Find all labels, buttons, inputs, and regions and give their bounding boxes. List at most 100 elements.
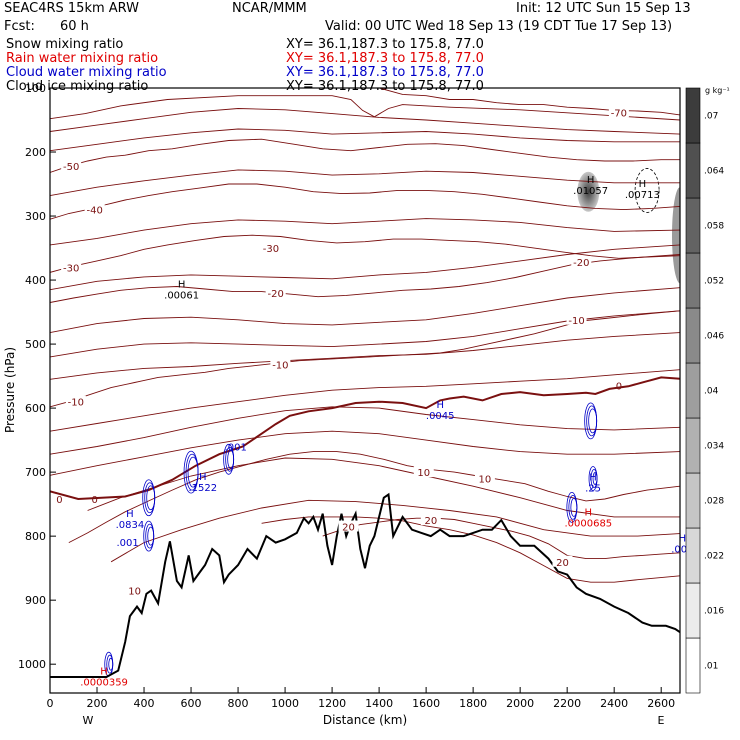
west-end-label: W (83, 714, 94, 727)
temperature-contour (378, 88, 680, 116)
field-xy-cloudwater: XY= 36.1,187.3 to 175.8, 77.0 (286, 65, 484, 80)
temperature-contour (50, 369, 680, 432)
colorbar-level-label: .064 (704, 167, 724, 177)
extremum-value: .00061 (164, 291, 199, 302)
cloud-water-contour-label: .001 (116, 538, 138, 549)
extremum-value: .0045 (426, 411, 455, 422)
temperature-contour-label: -10 (68, 398, 84, 409)
temperature-contour (50, 234, 680, 273)
temperature-contour-label: 20 (342, 523, 355, 534)
temperature-contour (50, 332, 680, 380)
temperature-contour (50, 169, 680, 197)
temperature-contour-label: -10 (568, 316, 584, 327)
temperature-contour-label: -10 (272, 361, 288, 372)
temperature-contour (50, 406, 680, 455)
temperature-contour-label: -30 (263, 244, 279, 255)
extremum-marker: H (589, 472, 597, 483)
init-time: Init: 12 UTC Sun 15 Sep 13 (516, 1, 691, 16)
temperature-contour-label: -20 (573, 258, 589, 269)
extremum-marker: H (639, 179, 647, 190)
cloud-water-contour (146, 485, 156, 511)
temperature-contour (50, 310, 680, 358)
temperature-contour (50, 138, 680, 173)
freezing-level-contour (50, 376, 680, 501)
y-tick-label: 400 (25, 274, 46, 287)
fcst-label: Fcst: (4, 19, 35, 34)
extremum-marker: H (178, 280, 186, 291)
x-tick-label: 2600 (647, 697, 675, 710)
temperature-contour (50, 287, 680, 334)
temperature-contour (50, 430, 680, 476)
freezing-level-label: 0 (91, 495, 97, 506)
colorbar-swatch (685, 142, 701, 199)
extremum-value: .0834 (116, 520, 145, 531)
ice-dashed-contour (634, 168, 660, 213)
colorbar-level-label: .034 (704, 442, 724, 452)
colorbar-swatch (685, 307, 701, 364)
x-tick-label: 200 (87, 697, 108, 710)
colorbar-level-label: .028 (704, 497, 724, 507)
field-name-cloudice: Cloud ice mixing ratio (6, 79, 149, 94)
extremum-marker: H (679, 533, 687, 544)
temperature-contour-label: 10 (479, 475, 492, 486)
colorbar-swatch (685, 87, 701, 144)
x-tick-label: 400 (134, 697, 155, 710)
y-tick-label: 900 (25, 594, 46, 607)
field-xy-snow: XY= 36.1,187.3 to 175.8, 77.0 (286, 37, 484, 52)
temperature-contour (68, 451, 680, 543)
field-name-snow: Snow mixing ratio (6, 37, 124, 52)
x-tick-label: 2000 (506, 697, 534, 710)
temperature-contour (50, 128, 680, 152)
cloud-water-contour (592, 472, 598, 485)
x-tick-label: 2200 (553, 697, 581, 710)
org-label: NCAR/MMM (232, 1, 307, 16)
temperature-contour (50, 183, 680, 220)
y-tick-label: 300 (25, 210, 46, 223)
colorbar-swatch (685, 252, 701, 309)
extremum-value: .0000685 (564, 519, 612, 530)
temperature-contour (50, 108, 680, 135)
x-tick-label: 600 (181, 697, 202, 710)
colorbar-level-label: .022 (704, 552, 724, 562)
x-tick-label: 2400 (600, 697, 628, 710)
temperature-contour (110, 499, 680, 563)
field-name-cloudwater: Cloud water mixing ratio (6, 65, 167, 80)
colorbar-level-label: .046 (704, 332, 724, 342)
plot-area: -70 -50 -40 -30 -30 -20 -20 -10 -10 -10 10 10 10 20 20… (50, 88, 680, 678)
plot-frame (49, 87, 681, 694)
temperature-contour-label: -50 (63, 162, 79, 173)
temperature-contour-label: 10 (128, 587, 141, 598)
x-tick-label: 800 (228, 697, 249, 710)
colorbar-level-label: .04 (704, 387, 719, 397)
colorbar-level-label: .058 (704, 222, 724, 232)
temperature-contour-label: 10 (417, 468, 430, 479)
x-axis-label: Distance (km) (323, 713, 407, 727)
snow-shading-patch (672, 187, 680, 284)
freezing-level-label: 0 (56, 495, 62, 506)
extremum-marker: H (587, 175, 595, 186)
extremum-marker: H (199, 472, 207, 483)
y-tick-label: 200 (25, 146, 46, 159)
temperature-contour (50, 244, 680, 291)
y-axis-label: Pressure (hPa) (3, 347, 17, 433)
colorbar-level-label: .052 (704, 277, 724, 287)
field-xy-rain: XY= 36.1,187.3 to 175.8, 77.0 (286, 51, 484, 66)
x-tick-label: 1000 (271, 697, 299, 710)
temperature-contour (50, 218, 680, 246)
temperature-contour-label: -40 (86, 206, 102, 217)
east-end-label: E (658, 714, 665, 727)
x-tick-label: 1800 (459, 697, 487, 710)
cloud-water-contour-label: .001 (225, 442, 247, 453)
cloud-water-contour (586, 405, 598, 437)
extremum-value: .01057 (573, 186, 608, 197)
extremum-marker: H (436, 400, 444, 411)
extremum-value: .0000359 (80, 677, 128, 688)
x-tick-label: 0 (47, 697, 54, 710)
temperature-contour-label: 20 (556, 558, 569, 569)
extremum-value: .1522 (188, 483, 217, 494)
extremum-value: .25 (585, 483, 601, 494)
temperature-contour-label: 20 (424, 516, 437, 527)
field-xy-cloudice: XY= 36.1,187.3 to 175.8, 77.0 (286, 79, 484, 94)
colorbar-level-label: .01 (704, 662, 718, 672)
